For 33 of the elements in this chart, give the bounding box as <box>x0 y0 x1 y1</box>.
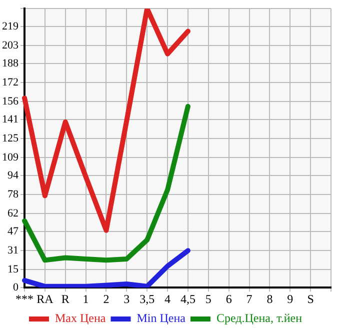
y-tick-label: 125 <box>2 132 19 144</box>
x-tick-label: 7 <box>246 292 252 306</box>
y-tick-label: 172 <box>2 76 18 88</box>
x-tick-label: 4 <box>164 292 171 306</box>
x-tick-label: RA <box>36 292 54 306</box>
legend-label: Max Цена <box>54 311 106 326</box>
x-tick-label: 2 <box>103 292 110 306</box>
x-tick-label: 3 <box>124 292 130 306</box>
x-tick-label: 4,5 <box>180 292 196 306</box>
y-tick-label: 0 <box>13 281 19 294</box>
x-tick-label: 9 <box>287 292 294 306</box>
y-tick-label: 47 <box>8 225 19 238</box>
legend-label: Min Цена <box>136 311 186 326</box>
x-tick-label: S <box>307 292 314 306</box>
legend-label: Сред.Цена, т.йен <box>216 311 303 326</box>
y-tick-label: 15 <box>8 264 19 276</box>
x-tick-label: 8 <box>266 292 273 306</box>
x-tick-label: 1 <box>82 292 89 306</box>
y-tick-label: 31 <box>8 244 18 257</box>
y-tick-label: 62 <box>8 208 18 220</box>
y-tick-label: 188 <box>2 57 19 70</box>
x-tick-label: 5 <box>205 292 212 306</box>
y-tick-label: 109 <box>2 152 19 164</box>
y-tick-label: 94 <box>8 169 19 182</box>
x-tick-label: *** <box>16 292 34 306</box>
y-tick-label: 78 <box>8 188 19 200</box>
y-tick-label: 141 <box>2 113 18 126</box>
y-tick-label: 203 <box>2 39 19 52</box>
x-tick-label: 6 <box>226 292 232 306</box>
x-tick-label: R <box>61 292 70 306</box>
x-tick-label: 3,5 <box>140 292 155 306</box>
y-tick-label: 219 <box>2 20 19 32</box>
y-tick-label: 156 <box>2 95 19 108</box>
